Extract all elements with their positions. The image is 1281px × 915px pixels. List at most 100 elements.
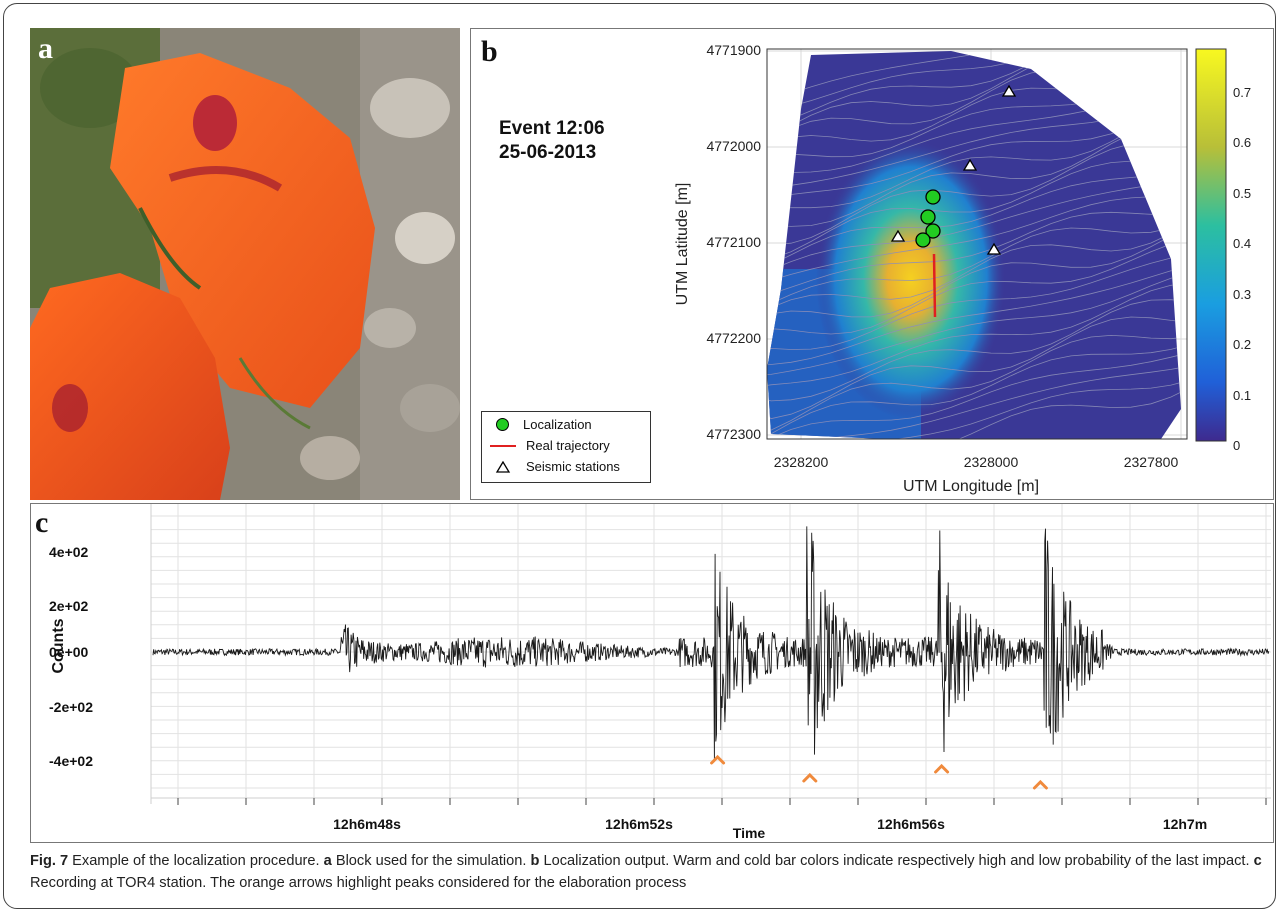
event-label: Event 12:06 25-06-2013 bbox=[499, 117, 605, 165]
colorbar-tick: 0.5 bbox=[1233, 186, 1251, 201]
contour-line bbox=[767, 316, 1181, 420]
figure-caption: Fig. 7 Example of the localization proce… bbox=[30, 850, 1266, 894]
seismogram-xlabel: Time bbox=[733, 825, 766, 841]
seismogram-trace bbox=[152, 526, 1270, 760]
panel-letter-a: a bbox=[38, 32, 53, 65]
contour-line bbox=[767, 379, 1181, 439]
ytick-label: 2e+02 bbox=[49, 598, 89, 614]
legend-trajectory: Real trajectory bbox=[490, 438, 610, 453]
contour-line bbox=[767, 210, 1181, 295]
map-ylabel: UTM Latitude [m] bbox=[674, 183, 691, 306]
contour-line bbox=[767, 51, 1181, 127]
map-xlabel: UTM Longitude [m] bbox=[903, 478, 1039, 495]
map-legend: Localization Real trajectory Seismic sta… bbox=[481, 411, 651, 483]
contour-line bbox=[767, 107, 1181, 215]
legend-trajectory-label: Real trajectory bbox=[526, 438, 610, 453]
legend-localization: Localization bbox=[490, 417, 592, 432]
colorbar-tick: 0.6 bbox=[1233, 135, 1251, 150]
station-marker bbox=[890, 229, 906, 242]
colorbar-tick: 0.7 bbox=[1233, 85, 1251, 100]
contour-line bbox=[767, 238, 1181, 341]
contour-line bbox=[767, 194, 1181, 284]
panel-letter-c: c bbox=[35, 506, 49, 539]
ytick-label: 0e+00 bbox=[49, 644, 89, 660]
ytick-label: 4772200 bbox=[706, 330, 761, 346]
station-legend-icon bbox=[495, 460, 511, 473]
caption-b-label: b bbox=[530, 853, 540, 869]
contour-line bbox=[767, 169, 1181, 266]
peak-arrow-icon bbox=[1032, 779, 1048, 790]
figure-frame bbox=[3, 3, 1276, 909]
contour-line bbox=[767, 282, 1181, 387]
contour-line bbox=[767, 141, 1181, 246]
peak-arrows bbox=[710, 754, 1048, 790]
localization-legend-icon bbox=[496, 418, 509, 431]
xtick-label: 2328000 bbox=[964, 454, 1019, 470]
colorbar-tick: 0.3 bbox=[1233, 287, 1251, 302]
caption-a-label: a bbox=[323, 853, 332, 869]
contour-line bbox=[767, 179, 1181, 272]
colorbar-tick: 0 bbox=[1233, 438, 1240, 453]
contour-line bbox=[767, 123, 1181, 227]
ytick-label: 4e+02 bbox=[49, 544, 89, 560]
event-time: Event 12:06 bbox=[499, 118, 605, 139]
seismogram-ylabel: Counts bbox=[50, 618, 67, 673]
peak-arrow-icon bbox=[802, 772, 818, 783]
ytick-label: 4772000 bbox=[706, 138, 761, 154]
probability-map bbox=[767, 51, 1181, 439]
localization-marker bbox=[915, 232, 931, 248]
legend-stations-label: Seismic stations bbox=[526, 459, 620, 474]
ytick-label: -2e+02 bbox=[49, 699, 93, 715]
caption-c-text: Recording at TOR4 station. The orange ar… bbox=[30, 875, 687, 891]
contour-line bbox=[767, 343, 1181, 435]
xtick-label: 2328200 bbox=[774, 454, 829, 470]
contour-line bbox=[767, 253, 1181, 353]
contour-line bbox=[767, 226, 1181, 330]
event-date: 25-06-2013 bbox=[499, 142, 597, 163]
peak-arrow-icon bbox=[710, 754, 726, 765]
ytick-label: 4772100 bbox=[706, 234, 761, 250]
localization-marker bbox=[920, 209, 936, 225]
peak-arrow-icon bbox=[934, 763, 950, 774]
caption-fig-label: Fig. 7 bbox=[30, 853, 69, 869]
caption-a-text: Block used for the simulation. bbox=[331, 853, 531, 869]
ytick-label: -4e+02 bbox=[49, 753, 93, 769]
real-trajectory bbox=[932, 253, 937, 318]
seismogram-chart: 4e+02 2e+02 0e+00 -2e+02 -4e+02 12h6m48s… bbox=[49, 504, 1271, 841]
colorbar-tick: 0.4 bbox=[1233, 236, 1251, 251]
station-marker bbox=[1001, 84, 1017, 97]
colorbar bbox=[1195, 48, 1227, 442]
panel-b-map: b Event 12:06 25-06-2013 bbox=[470, 28, 1274, 500]
contour-line bbox=[767, 299, 1181, 402]
caption-c-label: c bbox=[1253, 853, 1262, 869]
panel-letter-b: b bbox=[481, 35, 498, 68]
localization-map: 4771900 4772000 4772100 4772200 4772300 … bbox=[674, 42, 1251, 495]
contour-line bbox=[767, 160, 1181, 260]
localization-marker bbox=[925, 223, 941, 239]
localization-marker bbox=[925, 189, 941, 205]
contour-line bbox=[767, 51, 1181, 112]
station-marker bbox=[962, 158, 978, 171]
caption-b-text: Localization output. Warm and cold bar c… bbox=[539, 853, 1254, 869]
legend-localization-label: Localization bbox=[523, 417, 592, 432]
localization-points bbox=[915, 189, 941, 248]
contour-line bbox=[767, 386, 1181, 439]
trajectory-legend-icon bbox=[490, 444, 516, 447]
station-marker bbox=[986, 242, 1002, 255]
ytick-label: 4771900 bbox=[706, 42, 761, 58]
colorbar-tick: 0.2 bbox=[1233, 337, 1251, 352]
seismic-stations bbox=[890, 84, 1017, 255]
xtick-label: 12h6m56s bbox=[877, 816, 945, 832]
caption-intro: Example of the localization procedure. bbox=[68, 853, 324, 869]
panel-c-seismogram: c 4e+02 2e+02 0e+00 -2e+02 -4e+02 12h6m4… bbox=[30, 503, 1274, 843]
contour-line bbox=[767, 219, 1181, 307]
xtick-label: 2327800 bbox=[1124, 454, 1179, 470]
xtick-label: 12h6m48s bbox=[333, 816, 401, 832]
contour-line bbox=[767, 264, 1181, 365]
contour-line bbox=[767, 271, 1181, 376]
xtick-label: 12h6m52s bbox=[605, 816, 673, 832]
contour-line bbox=[767, 351, 1181, 439]
ytick-label: 4772300 bbox=[706, 426, 761, 442]
rock-photo bbox=[30, 28, 460, 500]
contour-line bbox=[767, 334, 1181, 431]
